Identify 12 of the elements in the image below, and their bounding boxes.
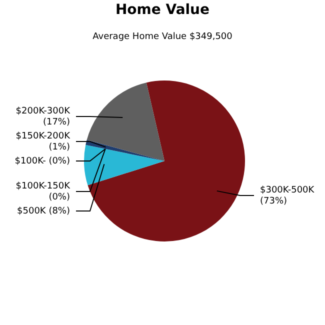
slice-label: $200K-300K (16, 106, 72, 116)
slice-label: $500K (8%) (17, 206, 70, 216)
text: (0%) (48, 192, 70, 202)
category-label: $100K-150K (16, 181, 70, 192)
chart-title: Home Value (114, 2, 211, 20)
data-label: (17%) (42, 117, 70, 128)
data-label: (73%) (260, 196, 288, 206)
slice-label: $150K-200K (16, 131, 72, 142)
data-label: (1%) (48, 142, 70, 152)
category-label: $100K- (0%) (14, 156, 70, 166)
slice-label: $300K-500K (260, 185, 316, 196)
chart-subtitle: Average Home Value $349,500 (92, 32, 234, 44)
